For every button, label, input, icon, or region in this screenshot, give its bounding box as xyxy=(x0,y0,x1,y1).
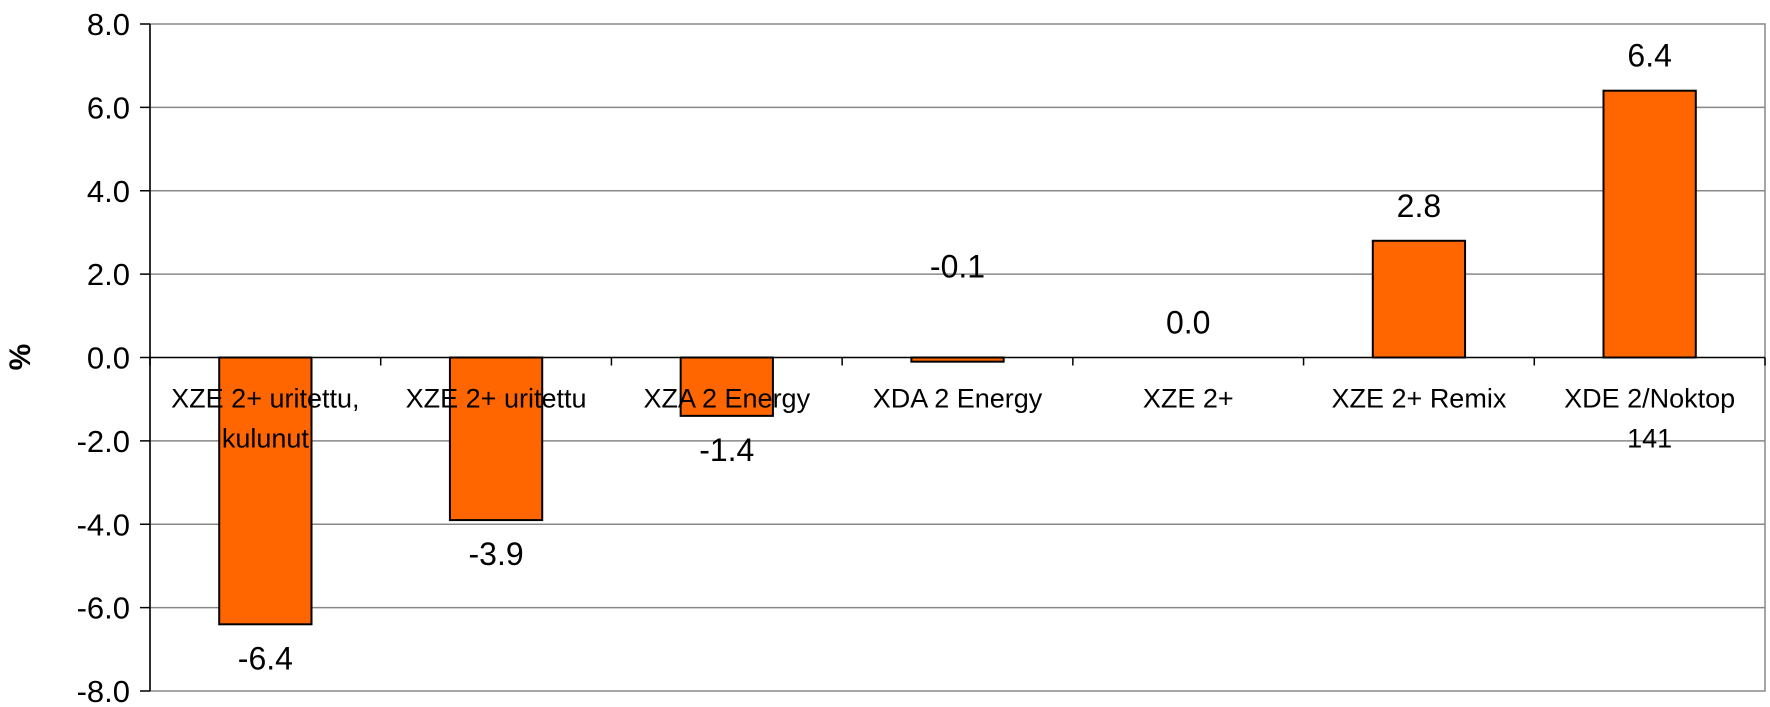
bar xyxy=(218,356,313,626)
y-tick-label: -2.0 xyxy=(77,424,130,459)
data-label: -6.4 xyxy=(238,640,293,676)
y-tick-label: -6.0 xyxy=(77,591,130,626)
axes xyxy=(140,23,1766,692)
bar xyxy=(448,356,544,522)
y-tick-label: -4.0 xyxy=(77,507,130,542)
data-label: 0.0 xyxy=(1166,305,1210,341)
category-label: 141 xyxy=(1627,424,1672,454)
category-labels: XZE 2+ uritettu, kulunut XZE 2+ uritettu XZ… xyxy=(171,384,1735,454)
category-label: XDE 2/Noktop xyxy=(1564,384,1735,414)
y-tick-label: 2.0 xyxy=(87,257,130,292)
category-label: XZE 2+ uritettu, xyxy=(171,384,359,414)
y-axis-title: % xyxy=(4,344,37,371)
bar xyxy=(1371,239,1467,359)
y-tick-label: 0.0 xyxy=(87,341,130,376)
category-label: XZE 2+ Remix xyxy=(1332,384,1507,414)
gridlines xyxy=(150,106,1765,609)
data-label: -0.1 xyxy=(930,249,985,285)
data-label: 2.8 xyxy=(1397,188,1441,224)
data-label: -3.9 xyxy=(469,536,524,572)
y-tick-labels: 8.0 6.0 4.0 2.0 0.0 -2.0 -4.0 -6.0 -8.0 xyxy=(77,7,130,707)
category-label: XZE 2+ xyxy=(1143,384,1234,414)
data-label: 6.4 xyxy=(1627,38,1671,74)
data-labels: -6.4 -3.9 -1.4 -0.1 0.0 2.8 6.4 xyxy=(238,38,1672,677)
category-label: XDA 2 Energy xyxy=(873,384,1043,414)
category-label: XZE 2+ uritettu xyxy=(406,384,587,414)
y-tick-label: 4.0 xyxy=(87,174,130,209)
y-tick-label: -8.0 xyxy=(77,674,130,707)
data-label: -1.4 xyxy=(699,432,754,468)
category-label: XZA 2 Energy xyxy=(643,384,810,414)
y-tick-label: 6.0 xyxy=(87,90,130,125)
category-label: kulunut xyxy=(222,424,310,454)
y-tick-label: 8.0 xyxy=(87,7,130,42)
bar xyxy=(1602,89,1697,359)
